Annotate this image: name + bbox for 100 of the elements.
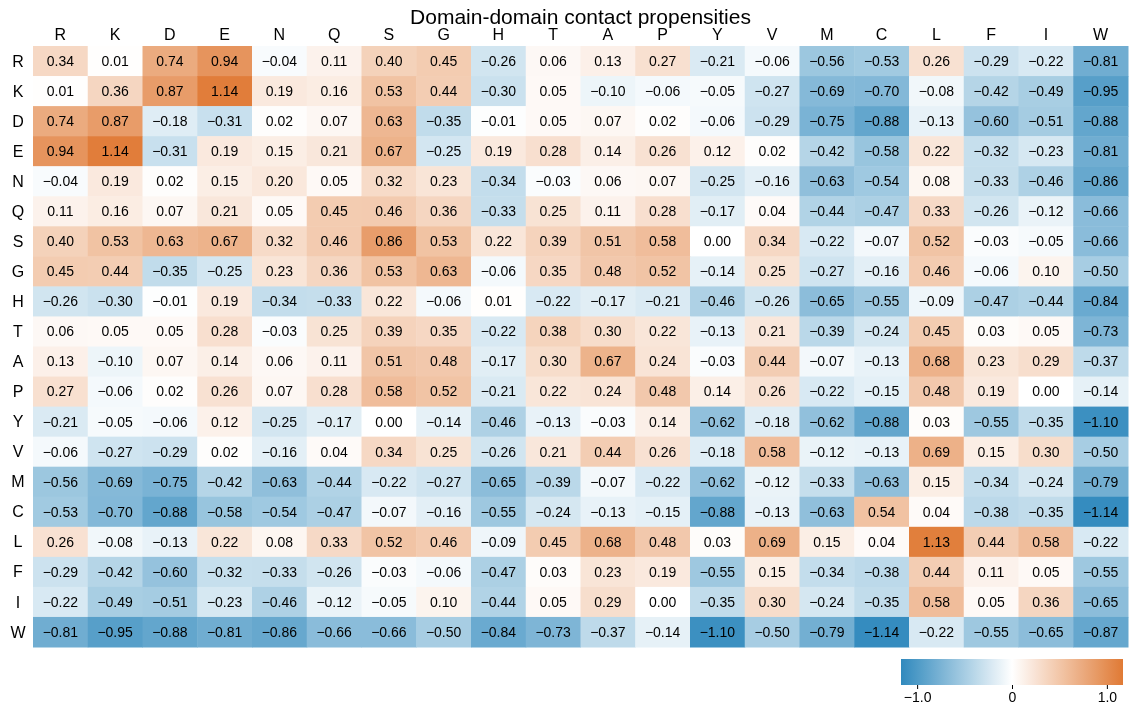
data-label: 0.21 [758, 323, 786, 340]
data-label: −0.33 [316, 293, 353, 310]
data-label: −0.24 [809, 593, 845, 610]
data-label: 0.04 [758, 203, 786, 220]
data-label: −0.12 [754, 473, 791, 490]
data-label: 0.02 [649, 113, 677, 130]
data-label: −0.44 [480, 593, 517, 610]
data-label: −0.88 [699, 503, 736, 520]
y-tick-label: L [13, 533, 23, 551]
data-label: 0.04 [922, 503, 951, 520]
data-label: −0.13 [754, 503, 791, 520]
data-label: −0.16 [754, 173, 791, 190]
data-label: −0.15 [863, 383, 900, 400]
data-label: −0.62 [699, 413, 736, 430]
y-tick-label: W [10, 623, 27, 641]
data-label: 0.53 [430, 233, 458, 250]
data-label: 0.40 [46, 233, 75, 250]
y-tick-label: K [12, 82, 24, 100]
data-label: −0.03 [973, 233, 1010, 250]
data-label: 0.26 [922, 52, 951, 69]
data-label: −0.13 [590, 503, 626, 520]
data-label: −0.29 [42, 563, 79, 580]
data-label: −0.55 [973, 413, 1010, 430]
data-label: −0.09 [918, 293, 955, 310]
x-tick-label: M [820, 26, 834, 43]
data-label: 0.36 [430, 203, 458, 220]
data-label: 0.05 [101, 323, 129, 340]
data-label: 0.58 [758, 443, 786, 460]
y-tick-label: T [13, 323, 24, 341]
data-label: 0.03 [922, 413, 951, 430]
data-label: 0.51 [375, 353, 403, 370]
y-tick-label: M [11, 473, 25, 491]
data-label: 0.05 [265, 203, 294, 220]
data-label: −0.50 [425, 623, 462, 640]
data-label: 0.08 [922, 173, 951, 190]
y-tick-label: H [12, 293, 24, 311]
data-label: −0.21 [699, 52, 736, 69]
data-label: −0.39 [809, 323, 845, 340]
data-label: −0.23 [1028, 143, 1064, 160]
data-label: −0.35 [1028, 413, 1064, 430]
data-label: −0.26 [480, 52, 517, 69]
data-label: 0.22 [211, 533, 239, 550]
data-label: −0.22 [42, 593, 79, 610]
data-label: 0.63 [430, 263, 458, 280]
data-label: −0.37 [1082, 353, 1119, 370]
data-label: 0.00 [1032, 383, 1060, 400]
data-label: 0.14 [649, 413, 677, 430]
data-label: −0.26 [973, 203, 1010, 220]
data-label: 0.63 [156, 233, 184, 250]
data-label: −0.14 [1082, 383, 1119, 400]
y-tick-label: V [12, 443, 24, 461]
data-label: 0.07 [594, 113, 622, 130]
data-label: 0.05 [539, 82, 567, 99]
data-label: −0.38 [863, 563, 900, 580]
data-label: −0.14 [699, 263, 736, 280]
data-label: −0.01 [480, 113, 517, 130]
data-label: −0.34 [973, 473, 1010, 490]
data-label: −0.34 [809, 563, 845, 580]
data-label: 0.22 [375, 293, 403, 310]
data-label: −0.12 [809, 443, 845, 460]
data-label: −0.47 [863, 203, 900, 220]
data-label: 0.51 [594, 233, 622, 250]
data-label: −0.87 [1082, 623, 1119, 640]
data-label: −0.81 [1082, 52, 1119, 69]
data-label: −0.22 [1082, 533, 1119, 550]
data-label: 0.22 [922, 143, 951, 160]
data-label: 0.02 [156, 383, 184, 400]
data-label: −0.58 [206, 503, 243, 520]
x-tick-label: D [164, 26, 176, 43]
data-label: −0.49 [97, 593, 134, 610]
data-label: −0.22 [809, 383, 845, 400]
data-label: 0.22 [484, 233, 513, 250]
x-tick-label: W [1093, 26, 1110, 43]
data-label: 0.94 [46, 143, 75, 160]
x-tick-label: Q [327, 26, 341, 43]
data-label: −0.69 [809, 82, 845, 99]
data-label: 0.16 [320, 82, 348, 99]
data-label: −0.06 [480, 263, 517, 280]
data-label: −0.56 [809, 52, 845, 69]
data-label: 0.00 [649, 593, 677, 610]
data-label: −0.18 [754, 413, 791, 430]
data-label: 0.28 [539, 143, 567, 160]
data-label: 0.29 [1032, 353, 1060, 370]
data-label: 0.74 [156, 52, 184, 69]
color-bar-label: −1.0 [903, 688, 932, 705]
y-tick-label: Y [12, 413, 24, 431]
data-label: −0.75 [152, 473, 188, 490]
x-tick-label: V [766, 26, 778, 43]
data-label: 0.44 [101, 263, 129, 280]
data-label: −0.14 [425, 413, 462, 430]
data-label: −0.53 [42, 503, 79, 520]
x-tick-label: P [657, 26, 668, 43]
data-label: 0.07 [649, 173, 677, 190]
data-label: 0.68 [922, 353, 951, 370]
data-label: 0.30 [1032, 443, 1060, 460]
data-label: 0.58 [1032, 533, 1060, 550]
data-label: −0.79 [809, 623, 845, 640]
data-label: −0.44 [1028, 293, 1064, 310]
data-label: −0.33 [809, 473, 845, 490]
data-label: 0.45 [539, 533, 567, 550]
